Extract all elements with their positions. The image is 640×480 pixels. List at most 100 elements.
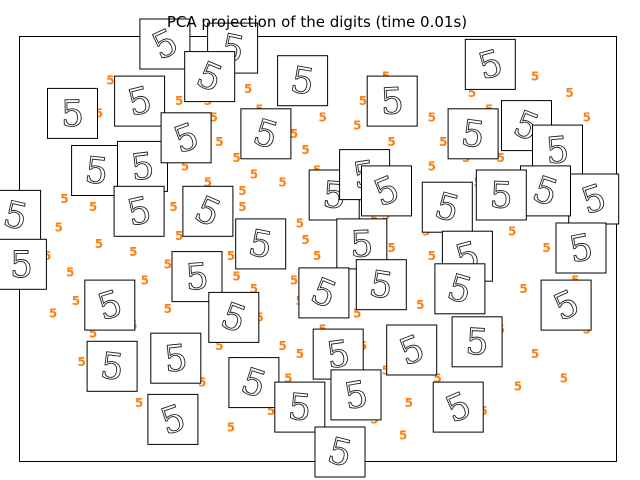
digit-thumbnail: 5 bbox=[434, 263, 486, 315]
thumbnail-frame bbox=[475, 169, 527, 221]
scatter-point: 5 bbox=[55, 221, 63, 235]
scatter-point: 5 bbox=[382, 363, 390, 377]
scatter-point: 5 bbox=[519, 282, 527, 296]
digit-thumbnail: 5 bbox=[330, 369, 382, 421]
scatter-point: 5 bbox=[204, 176, 212, 190]
scatter-point: 5 bbox=[60, 192, 68, 206]
thumbnail-frame bbox=[361, 165, 412, 217]
digit-thumbnail: 5 bbox=[366, 75, 418, 127]
digit-thumbnail: 5 bbox=[240, 108, 292, 160]
digit-thumbnail: 5 bbox=[139, 18, 191, 70]
digit-thumbnail: 5 bbox=[228, 357, 280, 409]
thumbnail-frame bbox=[520, 165, 571, 217]
digit-thumbnail: 5 bbox=[182, 185, 234, 237]
digit-thumbnail: 5 bbox=[114, 75, 166, 127]
digit-thumbnail: 5 bbox=[520, 165, 571, 217]
digit-thumbnail: 5 bbox=[421, 181, 473, 233]
digit-thumbnail: 5 bbox=[312, 328, 364, 380]
scatter-point: 5 bbox=[583, 110, 591, 124]
thumbnail-frame bbox=[555, 222, 607, 274]
scatter-point: 5 bbox=[439, 135, 447, 149]
digit-thumbnail: 5 bbox=[150, 332, 202, 384]
digit-thumbnail: 5 bbox=[71, 145, 123, 196]
digit-thumbnail: 5 bbox=[555, 222, 607, 274]
digit-thumbnail: 5 bbox=[160, 112, 212, 164]
thumbnail-digit: 5 bbox=[162, 338, 189, 381]
scatter-point: 5 bbox=[175, 94, 183, 108]
thumbnail-frame bbox=[182, 185, 234, 237]
thumbnail-frame bbox=[298, 267, 350, 319]
thumbnail-frame bbox=[240, 108, 292, 160]
scatter-point: 5 bbox=[359, 94, 367, 108]
scatter-point: 5 bbox=[428, 249, 436, 263]
thumbnail-frame bbox=[447, 108, 499, 160]
thumbnail-frame bbox=[274, 381, 326, 433]
scatter-point: 5 bbox=[164, 257, 172, 271]
thumbnail-digit: 5 bbox=[184, 256, 210, 298]
thumbnail-frame bbox=[432, 381, 484, 433]
scatter-point: 5 bbox=[284, 372, 292, 386]
digit-thumbnail: 5 bbox=[464, 38, 516, 90]
digit-thumbnail: 5 bbox=[298, 267, 350, 319]
scatter-point: 5 bbox=[250, 282, 258, 296]
scatter-point: 5 bbox=[135, 396, 143, 410]
scatter-point: 5 bbox=[238, 200, 246, 214]
digit-thumbnail: 5 bbox=[314, 426, 366, 478]
thumbnail-frame bbox=[147, 393, 199, 445]
digit-thumbnail: 5 bbox=[184, 51, 236, 103]
scatter-point: 5 bbox=[508, 225, 516, 239]
thumbnail-digit: 5 bbox=[489, 175, 513, 217]
thumbnail-digit: 5 bbox=[380, 81, 405, 123]
scatter-point: 5 bbox=[531, 70, 539, 84]
scatter-point: 5 bbox=[428, 159, 436, 173]
thumbnail-frame bbox=[47, 87, 98, 139]
digit-thumbnail: 5 bbox=[355, 259, 407, 311]
scatter-point: 5 bbox=[164, 302, 172, 316]
thumbnail-frame bbox=[184, 51, 236, 103]
scatter-point: 5 bbox=[89, 200, 97, 214]
thumbnail-frame bbox=[86, 340, 138, 392]
scatter-point: 5 bbox=[232, 151, 240, 165]
scatter-point: 5 bbox=[78, 355, 86, 369]
digit-thumbnail: 5 bbox=[47, 87, 98, 139]
scatter-point: 5 bbox=[514, 380, 522, 394]
scatter-point: 5 bbox=[428, 110, 436, 124]
thumbnail-digit: 5 bbox=[129, 146, 157, 189]
scatter-point: 5 bbox=[560, 372, 568, 386]
scatter-point: 5 bbox=[227, 421, 235, 435]
thumbnail-frame bbox=[464, 38, 516, 90]
digit-thumbnail: 5 bbox=[86, 340, 138, 392]
scatter-point: 5 bbox=[399, 429, 407, 443]
scatter-point: 5 bbox=[290, 274, 298, 288]
scatter-point: 5 bbox=[290, 127, 298, 141]
scatter-point: 5 bbox=[181, 159, 189, 173]
scatter-point: 5 bbox=[301, 143, 309, 157]
thumbnail-frame bbox=[277, 55, 329, 107]
scatter-point: 5 bbox=[301, 233, 309, 247]
digit-thumbnail: 5 bbox=[386, 324, 438, 376]
scatter-point: 5 bbox=[175, 229, 183, 243]
scatter-point: 5 bbox=[95, 106, 103, 120]
thumbnail-digit: 5 bbox=[61, 94, 85, 135]
scatter-point: 5 bbox=[296, 217, 304, 231]
scatter-point: 5 bbox=[313, 249, 321, 263]
scatter-point: 5 bbox=[267, 404, 275, 418]
thumbnail-frame bbox=[451, 316, 503, 368]
scatter-point: 5 bbox=[72, 294, 80, 308]
digit-thumbnail: 5 bbox=[277, 55, 329, 107]
thumbnail-digit: 5 bbox=[465, 322, 490, 364]
scatter-point: 5 bbox=[278, 339, 286, 353]
thumbnail-digit: 5 bbox=[83, 150, 110, 193]
thumbnail-frame bbox=[386, 324, 438, 376]
scatter-point: 5 bbox=[319, 110, 327, 124]
digit-thumbnail: 5 bbox=[117, 140, 168, 192]
digit-thumbnail: 5 bbox=[84, 279, 136, 331]
scatter-point: 5 bbox=[43, 249, 51, 263]
scatter-point: 5 bbox=[353, 119, 361, 133]
scatter-point: 5 bbox=[497, 151, 505, 165]
scatter-point: 5 bbox=[353, 306, 361, 320]
scatter-point: 5 bbox=[542, 241, 550, 255]
thumbnail-digit: 5 bbox=[10, 245, 33, 286]
thumbnail-frame bbox=[71, 145, 123, 196]
thumbnail-frame bbox=[434, 263, 486, 315]
